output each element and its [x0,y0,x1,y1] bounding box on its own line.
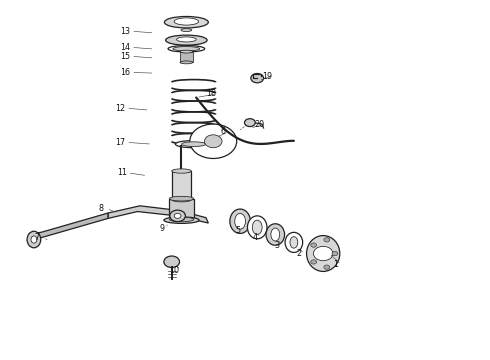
Ellipse shape [168,45,205,52]
Text: 7: 7 [35,233,40,242]
Circle shape [314,246,333,261]
Ellipse shape [31,236,37,243]
Ellipse shape [180,50,193,53]
Text: 13: 13 [120,27,130,36]
Text: 14: 14 [120,43,130,52]
Text: 9: 9 [159,224,165,233]
Text: 15: 15 [120,52,130,61]
Ellipse shape [172,169,191,173]
Ellipse shape [285,232,303,252]
Text: 12: 12 [115,104,125,113]
Ellipse shape [252,220,262,234]
Circle shape [190,124,237,158]
Ellipse shape [181,142,206,147]
Ellipse shape [174,18,198,25]
Ellipse shape [169,196,194,201]
Text: 6: 6 [220,127,225,136]
Ellipse shape [169,217,194,222]
Text: 16: 16 [120,68,130,77]
Ellipse shape [166,35,207,45]
Circle shape [174,213,181,219]
Bar [172,171,191,200]
Text: 1: 1 [333,260,338,269]
Circle shape [251,73,264,83]
Circle shape [204,135,222,148]
Circle shape [170,210,185,222]
Circle shape [245,119,255,127]
Ellipse shape [247,216,267,239]
Ellipse shape [172,198,191,202]
Ellipse shape [176,37,196,42]
Text: 3: 3 [274,241,279,250]
Bar [180,51,193,62]
Ellipse shape [173,46,200,51]
Text: 2: 2 [296,249,301,258]
Ellipse shape [271,228,280,241]
Circle shape [324,265,330,269]
Ellipse shape [290,237,298,248]
Ellipse shape [235,213,245,229]
Text: 19: 19 [262,72,272,81]
Ellipse shape [266,224,285,245]
Bar [169,199,194,220]
Ellipse shape [27,231,41,248]
Ellipse shape [164,217,199,224]
Text: 18: 18 [206,89,216,98]
Text: 17: 17 [115,138,125,147]
Text: 4: 4 [252,233,257,242]
Text: 10: 10 [169,266,179,275]
Text: 20: 20 [255,120,265,129]
Polygon shape [196,125,226,156]
Polygon shape [108,206,208,223]
Ellipse shape [180,61,193,64]
Polygon shape [30,213,108,244]
Ellipse shape [175,140,212,148]
Circle shape [332,251,338,256]
Circle shape [311,243,317,247]
Circle shape [164,256,179,267]
Text: 8: 8 [98,204,103,213]
Ellipse shape [230,209,250,233]
Ellipse shape [181,29,192,32]
Circle shape [311,260,317,264]
Ellipse shape [164,17,208,28]
Text: 11: 11 [117,168,127,177]
Ellipse shape [307,235,340,271]
Text: 5: 5 [235,226,240,235]
Circle shape [324,238,330,242]
